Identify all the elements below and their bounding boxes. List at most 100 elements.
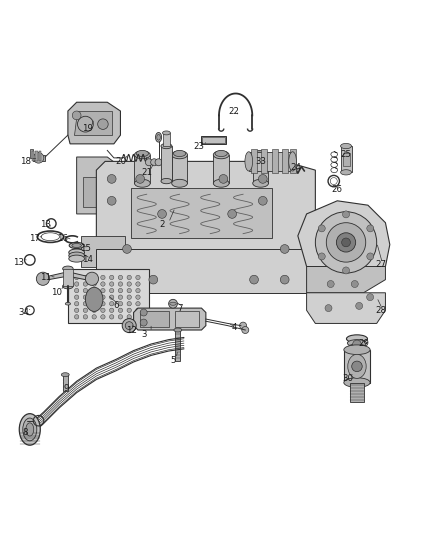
Bar <box>35 151 38 160</box>
Circle shape <box>127 295 131 300</box>
Ellipse shape <box>85 287 103 311</box>
Circle shape <box>219 174 228 183</box>
Circle shape <box>242 327 249 334</box>
Bar <box>350 383 364 402</box>
Bar <box>32 151 34 160</box>
Circle shape <box>110 288 114 293</box>
Circle shape <box>118 288 123 293</box>
Circle shape <box>367 225 374 232</box>
Bar <box>39 151 41 160</box>
Circle shape <box>101 288 105 293</box>
Circle shape <box>33 152 44 163</box>
Circle shape <box>78 116 93 132</box>
Circle shape <box>101 275 105 280</box>
Circle shape <box>74 288 79 293</box>
Circle shape <box>343 211 350 218</box>
Circle shape <box>92 288 96 293</box>
Bar <box>341 146 352 172</box>
Circle shape <box>352 361 362 372</box>
Circle shape <box>118 275 123 280</box>
Ellipse shape <box>65 302 71 305</box>
Bar <box>161 146 172 181</box>
Bar <box>175 311 199 327</box>
Circle shape <box>327 280 334 287</box>
Circle shape <box>110 282 114 286</box>
Circle shape <box>149 275 158 284</box>
Bar <box>344 350 370 383</box>
Bar <box>251 149 257 173</box>
Circle shape <box>169 300 177 308</box>
Circle shape <box>136 308 140 312</box>
Text: 11: 11 <box>40 273 52 282</box>
Ellipse shape <box>341 169 352 175</box>
Circle shape <box>240 322 247 329</box>
Ellipse shape <box>245 152 253 171</box>
Circle shape <box>127 282 131 286</box>
Circle shape <box>83 302 88 306</box>
Circle shape <box>92 302 96 306</box>
Circle shape <box>136 295 140 300</box>
Ellipse shape <box>253 179 268 187</box>
Bar <box>172 155 187 183</box>
Polygon shape <box>298 201 390 280</box>
Circle shape <box>136 174 145 183</box>
Ellipse shape <box>254 150 267 157</box>
Circle shape <box>118 282 123 286</box>
Text: 5: 5 <box>170 356 176 365</box>
Bar <box>134 155 150 183</box>
Circle shape <box>158 209 166 219</box>
Circle shape <box>325 304 332 312</box>
Bar <box>343 152 350 166</box>
Circle shape <box>83 275 88 280</box>
Circle shape <box>74 314 79 319</box>
Circle shape <box>136 282 140 286</box>
Circle shape <box>110 314 114 319</box>
Circle shape <box>140 319 147 326</box>
Ellipse shape <box>253 151 268 159</box>
Bar <box>30 149 33 158</box>
Circle shape <box>140 309 147 316</box>
Circle shape <box>136 314 140 319</box>
Text: 33: 33 <box>255 157 266 166</box>
Ellipse shape <box>69 249 85 256</box>
Circle shape <box>83 282 88 286</box>
Ellipse shape <box>346 335 367 343</box>
Text: 20: 20 <box>115 157 126 166</box>
Circle shape <box>127 314 131 319</box>
Circle shape <box>151 159 158 166</box>
Circle shape <box>367 253 374 260</box>
Circle shape <box>74 282 79 286</box>
Circle shape <box>326 223 366 262</box>
Circle shape <box>98 119 108 130</box>
Text: 30: 30 <box>343 374 354 383</box>
Circle shape <box>280 275 289 284</box>
Circle shape <box>107 174 116 183</box>
Ellipse shape <box>170 302 176 305</box>
Circle shape <box>127 302 131 306</box>
Circle shape <box>125 322 133 329</box>
Circle shape <box>72 111 81 120</box>
Ellipse shape <box>155 133 162 142</box>
Bar <box>175 330 180 361</box>
Circle shape <box>74 308 79 312</box>
Bar <box>83 177 114 207</box>
Ellipse shape <box>69 252 85 259</box>
Bar <box>140 311 169 327</box>
Circle shape <box>101 295 105 300</box>
Text: 34: 34 <box>18 308 30 317</box>
Polygon shape <box>307 266 385 293</box>
Text: 23: 23 <box>194 142 205 150</box>
Ellipse shape <box>134 151 150 159</box>
Ellipse shape <box>162 131 170 135</box>
Circle shape <box>92 282 96 286</box>
Circle shape <box>336 233 356 252</box>
Circle shape <box>74 275 79 280</box>
Polygon shape <box>43 272 92 280</box>
Ellipse shape <box>341 143 352 149</box>
Bar <box>249 152 293 171</box>
Circle shape <box>315 212 377 273</box>
Circle shape <box>136 288 140 293</box>
Circle shape <box>367 294 374 301</box>
Circle shape <box>258 174 267 183</box>
Ellipse shape <box>61 373 69 377</box>
